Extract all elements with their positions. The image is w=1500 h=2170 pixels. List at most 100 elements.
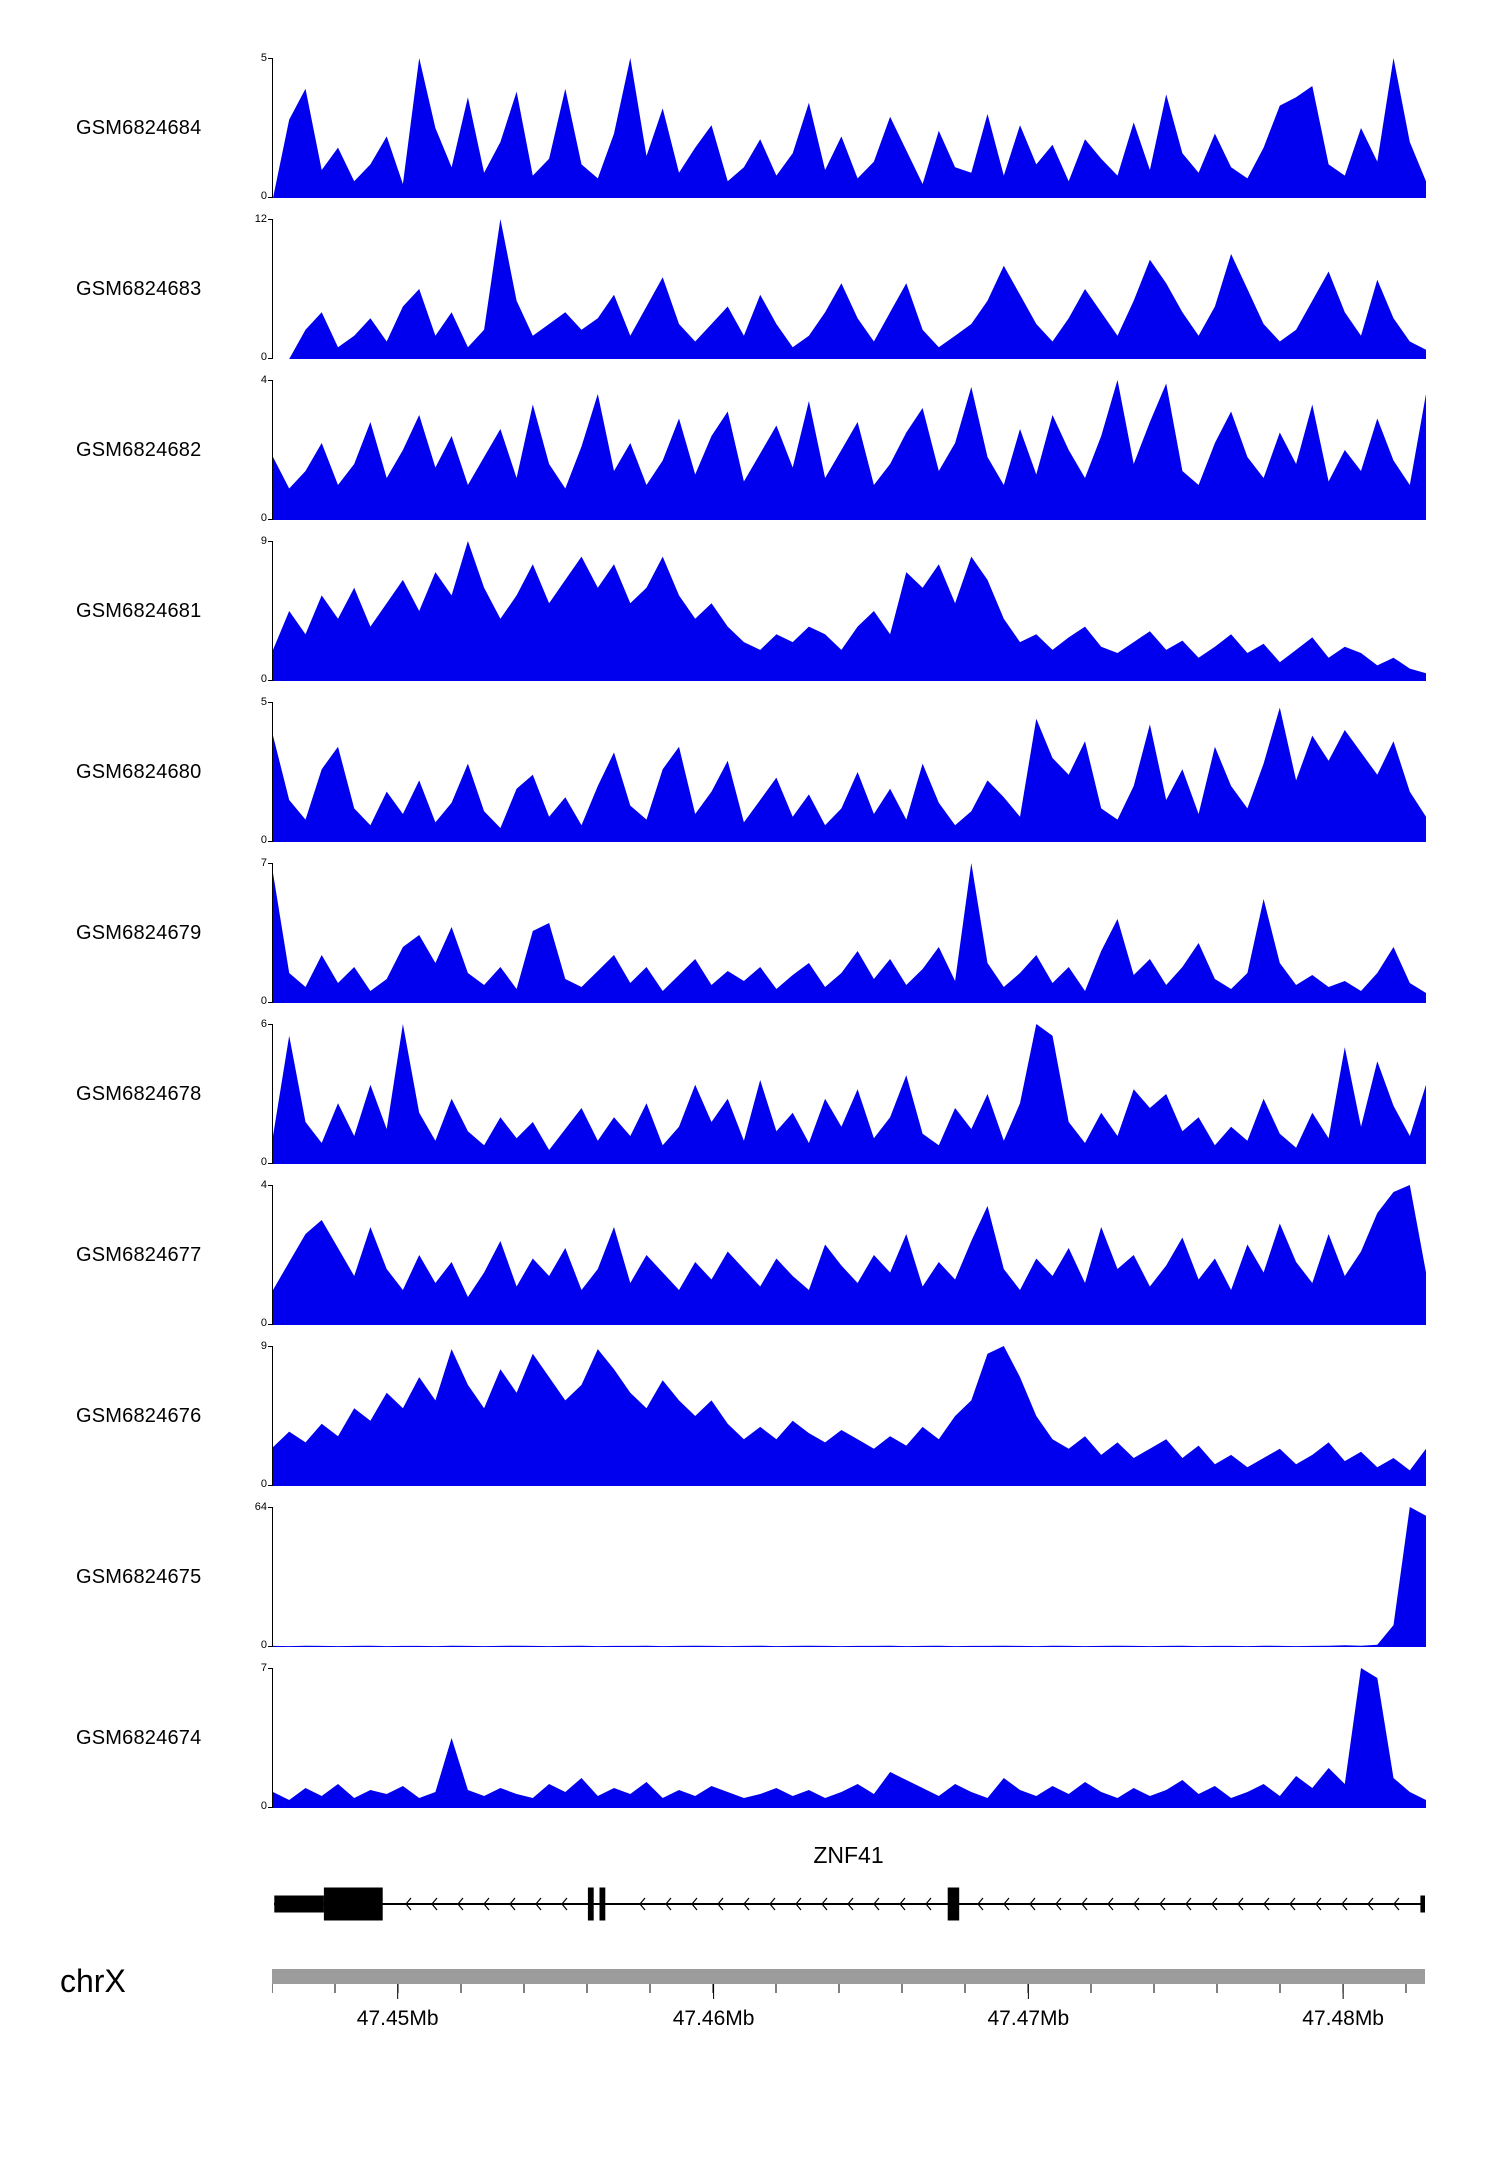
coverage-tracks: GSM6824684 5 0 GSM6824683 12 0 GSM6824682 4 0 GSM… (0, 53, 1500, 1812)
strand-arrow-icon (769, 1897, 776, 1911)
coverage-area-chart (273, 1185, 1426, 1325)
coverage-track-row: GSM6824684 5 0 (0, 53, 1500, 202)
coverage-track-row: GSM6824674 7 0 (0, 1663, 1500, 1812)
strand-arrow-icon (1393, 1897, 1400, 1911)
strand-arrow-icon (1341, 1897, 1348, 1911)
y-axis-zero-tick (268, 1807, 273, 1808)
y-axis-zero-tick (268, 680, 273, 681)
y-axis-top-tick (268, 1668, 273, 1669)
coverage-track-row: GSM6824679 7 0 (0, 858, 1500, 1007)
y-axis-min-label: 0 (260, 512, 267, 524)
y-axis-zero-tick (268, 841, 273, 842)
y-axis-top-tick (268, 541, 273, 542)
gene-exon (587, 1887, 594, 1921)
strand-arrow-icon (665, 1897, 672, 1911)
strand-arrow-icon (847, 1897, 854, 1911)
y-axis-zero-tick (268, 519, 273, 520)
axis-tick-label: 47.46Mb (673, 2007, 755, 2030)
coverage-track-row: GSM6824680 5 0 (0, 697, 1500, 846)
chromosome-label: chrX (60, 1963, 126, 1999)
strand-arrow-icon (795, 1897, 802, 1911)
axis-tick-label: 47.47Mb (988, 2007, 1070, 2030)
y-axis-top-tick (268, 58, 273, 59)
y-axis-zero-tick (268, 1324, 273, 1325)
strand-arrow-icon (717, 1897, 724, 1911)
track-label: GSM6824677 (76, 1243, 202, 1266)
gene-exon (323, 1887, 383, 1921)
coverage-area-chart (273, 707, 1426, 842)
track-label: GSM6824676 (76, 1404, 202, 1427)
strand-arrow-icon (925, 1897, 932, 1911)
strand-arrow-icon (1055, 1897, 1062, 1911)
y-axis-top-tick (268, 702, 273, 703)
strand-arrow-icon (405, 1897, 412, 1911)
y-axis-min-label: 0 (260, 1478, 267, 1490)
strand-arrow-icon (1263, 1897, 1270, 1911)
coverage-area-chart (273, 1024, 1426, 1164)
y-axis-max-label: 64 (254, 1501, 267, 1513)
genome-axis-section: chrX 47.45Mb 47.46Mb 47.47Mb 47.48Mb (0, 1963, 1500, 2053)
strand-arrow-icon (1289, 1897, 1296, 1911)
y-axis-max-label: 12 (254, 213, 267, 225)
y-axis-zero-tick (268, 1163, 273, 1164)
coverage-area-chart (273, 541, 1426, 681)
strand-arrow-icon (1133, 1897, 1140, 1911)
y-axis-zero-tick (268, 1002, 273, 1003)
y-axis-max-label: 7 (260, 1662, 267, 1674)
gene-exon (274, 1895, 324, 1913)
strand-arrow-icon (1107, 1897, 1114, 1911)
genome-browser-view: GSM6824684 5 0 GSM6824683 12 0 GSM6824682 4 0 GSM… (0, 53, 1500, 2053)
y-axis-min-label: 0 (260, 834, 267, 846)
strand-arrow-icon (899, 1897, 906, 1911)
track-label: GSM6824679 (76, 921, 202, 944)
gene-exon (1420, 1895, 1425, 1913)
coverage-track-row: GSM6824683 12 0 (0, 214, 1500, 363)
y-axis-top-tick (268, 1024, 273, 1025)
y-axis-min-label: 0 (260, 1800, 267, 1812)
y-axis-min-label: 0 (260, 1639, 267, 1651)
strand-arrow-icon (873, 1897, 880, 1911)
y-axis-min-label: 0 (260, 673, 267, 685)
y-axis-top-tick (268, 1346, 273, 1347)
track-label: GSM6824681 (76, 599, 202, 622)
coverage-area-chart (273, 219, 1426, 359)
y-axis-max-label: 6 (260, 1018, 267, 1030)
gene-name-label: ZNF41 (813, 1842, 884, 1868)
strand-arrow-icon (1237, 1897, 1244, 1911)
track-label: GSM6824683 (76, 277, 202, 300)
y-axis-min-label: 0 (260, 190, 267, 202)
track-label: GSM6824680 (76, 760, 202, 783)
y-axis-zero-tick (268, 358, 273, 359)
coverage-track-row: GSM6824682 4 0 (0, 375, 1500, 524)
coverage-area-chart (273, 58, 1426, 198)
strand-arrow-icon (509, 1897, 516, 1911)
coverage-track-row: GSM6824677 4 0 (0, 1180, 1500, 1329)
y-axis-min-label: 0 (260, 1156, 267, 1168)
strand-arrow-icon (1367, 1897, 1374, 1911)
y-axis-max-label: 5 (260, 52, 267, 64)
coverage-track-row: GSM6824681 9 0 (0, 536, 1500, 685)
coverage-area-chart (273, 380, 1426, 520)
track-plot-area: 64 0 (255, 1502, 1426, 1651)
y-axis-max-label: 9 (260, 1340, 267, 1352)
y-axis-top-tick (268, 380, 273, 381)
y-axis-zero-tick (268, 197, 273, 198)
track-label: GSM6824682 (76, 438, 202, 461)
strand-arrow-icon (1081, 1897, 1088, 1911)
coverage-area-chart (273, 1346, 1426, 1486)
y-axis-max-label: 9 (260, 535, 267, 547)
track-label: GSM6824678 (76, 1082, 202, 1105)
strand-arrow-icon (1003, 1897, 1010, 1911)
strand-arrow-icon (639, 1897, 646, 1911)
strand-arrow-icon (691, 1897, 698, 1911)
coverage-track-row: GSM6824678 6 0 (0, 1019, 1500, 1168)
y-axis-min-label: 0 (260, 351, 267, 363)
strand-arrow-icon (1185, 1897, 1192, 1911)
track-label: GSM6824674 (76, 1726, 202, 1749)
